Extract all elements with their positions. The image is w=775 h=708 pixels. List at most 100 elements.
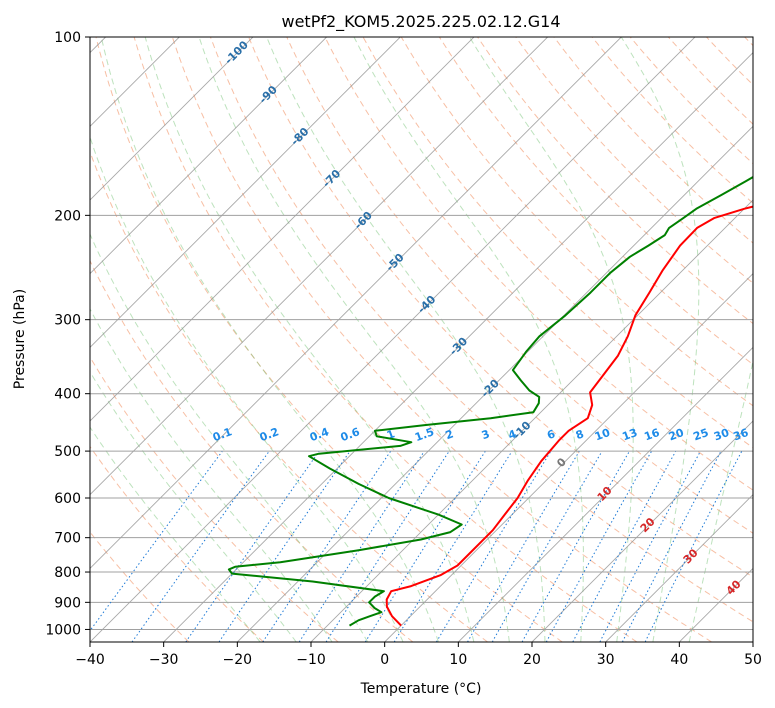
dry-adiabat (248, 37, 753, 578)
mixing-ratio-label: 30 (712, 426, 731, 444)
mixing-ratio-label: 8 (574, 427, 586, 442)
y-tick-label: 600 (54, 491, 81, 507)
mixing-ratio-label: 25 (692, 426, 711, 443)
mixing-ratio-line (364, 451, 486, 642)
mixing-ratio-line (435, 451, 552, 642)
dry-adiabat (90, 445, 264, 642)
temperature-line (385, 205, 753, 627)
moist-adiabat (688, 358, 753, 642)
isotherm (163, 52, 753, 642)
y-tick-label: 300 (54, 313, 81, 329)
x-tick-label: −30 (149, 652, 179, 668)
x-tick-label: 0 (380, 652, 389, 668)
mixing-ratio-label: 0.2 (258, 425, 281, 444)
chart-title: wetPf2_KOM5.2025.225.02.12.G14 (281, 12, 560, 32)
mixing-ratio-label: 20 (667, 426, 686, 444)
mixing-ratio-label: 2 (444, 427, 456, 442)
dry-adiabat (438, 37, 753, 366)
plot-frame (89, 36, 754, 643)
dry-adiabat (286, 37, 753, 534)
mixing-ratio-label: 0.6 (339, 425, 362, 444)
moist-adiabat (100, 37, 439, 642)
background-lines (90, 37, 753, 642)
x-tick-label: 40 (670, 652, 688, 668)
mixing-ratio-line (572, 451, 677, 642)
y-tick-label: 1000 (45, 622, 81, 638)
isotherm (90, 37, 401, 348)
mixing-ratio-line (491, 451, 603, 642)
isotherm (90, 37, 622, 569)
dry-adiabat (553, 37, 753, 244)
mixing-ratio-label: 1.5 (413, 425, 436, 444)
isotherm (90, 37, 696, 642)
dry-adiabat (400, 37, 753, 407)
mixing-ratio-line (521, 451, 630, 642)
mixing-ratio-line (90, 451, 223, 632)
mixing-ratio-label: 0.1 (211, 425, 234, 444)
y-tick-label: 700 (54, 531, 81, 547)
isotherm (237, 125, 753, 642)
mixing-ratio-label: 1 (385, 427, 397, 442)
x-tick-label: 20 (523, 652, 541, 668)
moist-adiabat (90, 426, 261, 642)
y-tick-label: 500 (54, 444, 81, 460)
dewpoint-line (227, 175, 753, 627)
x-tick-label: −20 (223, 652, 253, 668)
y-tick-label: 400 (54, 387, 81, 403)
moist-adiabat (266, 37, 546, 642)
x-tick-label: 30 (597, 652, 615, 668)
isotherm (90, 37, 475, 422)
x-axis-title: Temperature (°C) (360, 681, 482, 697)
dry-adiabat (476, 37, 753, 325)
isotherm (90, 37, 549, 496)
mixing-ratio-line (131, 451, 270, 642)
mixing-ratio-line (393, 451, 513, 642)
isotherm (90, 37, 328, 275)
y-tick-label: 200 (54, 208, 81, 224)
y-tick-label: 900 (54, 595, 81, 611)
mixing-ratio-label: 4 (506, 427, 518, 442)
mixing-ratio-label: 6 (545, 427, 557, 442)
mixing-ratio-label: 36 (731, 426, 750, 444)
y-axis: 100 200 300 400 500 600 700 800 900 1000 (45, 30, 90, 638)
moist-adiabat (90, 232, 369, 642)
dry-adiabat (591, 37, 753, 204)
x-tick-label: −40 (75, 652, 105, 668)
x-axis: −40 −30 −20 −10 0 10 20 30 40 50 (75, 642, 762, 668)
dry-adiabat (90, 259, 414, 642)
dry-adiabat (362, 37, 753, 449)
mixing-ratio-label: 0.4 (308, 425, 331, 444)
y-tick-label: 800 (54, 565, 81, 581)
isotherm (531, 420, 753, 642)
mixing-ratio-line (325, 451, 450, 642)
mixing-ratio-label: 3 (480, 427, 492, 442)
moist-adiabat (353, 37, 584, 642)
mixing-ratio-label: 13 (620, 426, 639, 443)
isotherm (90, 37, 254, 201)
x-tick-label: 50 (744, 652, 762, 668)
mixing-ratio-line (467, 451, 580, 642)
dry-adiabat (95, 37, 563, 642)
moist-adiabat (144, 37, 475, 642)
moist-adiabat (90, 308, 333, 642)
mixing-ratio-line (218, 451, 351, 642)
mixing-ratio-line (545, 451, 652, 642)
dry-adiabat (133, 37, 638, 642)
moist-adiabat (620, 37, 700, 642)
isotherm (605, 494, 753, 642)
moist-adiabat (90, 370, 297, 642)
y-axis-title: Pressure (hPa) (12, 289, 28, 389)
x-tick-label: −10 (296, 652, 326, 668)
dry-adiabat (90, 150, 488, 642)
isotherm (384, 273, 753, 642)
moist-adiabat (90, 135, 404, 642)
y-tick-label: 100 (54, 30, 81, 46)
mixing-ratio-label: 10 (593, 426, 612, 444)
profile-series (227, 175, 753, 627)
dry-adiabat (171, 37, 712, 642)
isotherm (458, 346, 753, 642)
x-tick-label: 10 (449, 652, 467, 668)
moist-adiabat (198, 37, 510, 642)
mixing-ratio-label: 16 (643, 426, 662, 444)
